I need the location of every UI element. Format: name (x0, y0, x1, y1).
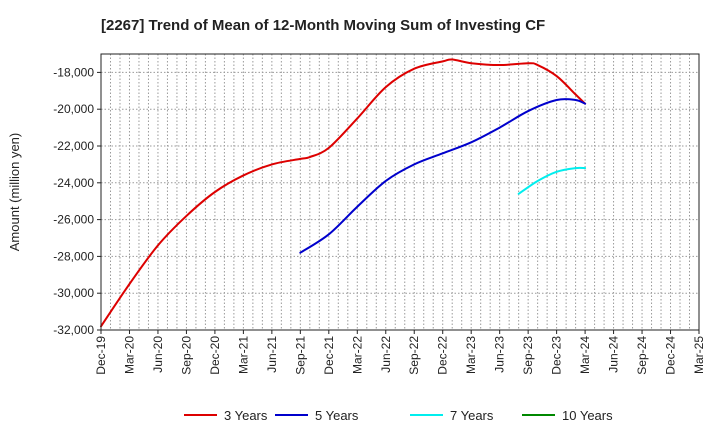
y-tick-label: -26,000 (53, 213, 94, 227)
x-tick-label: Dec-19 (94, 336, 108, 375)
x-tick-label: Dec-24 (664, 336, 678, 375)
plot-area (101, 54, 699, 330)
series-line-3-years (100, 58, 587, 328)
y-tick-label: -18,000 (53, 65, 94, 79)
chart-title: [2267] Trend of Mean of 12-Month Moving … (101, 17, 545, 34)
x-tick-label: Mar-21 (236, 336, 250, 374)
x-tick-label: Dec-20 (208, 336, 222, 375)
x-tick-label: Mar-25 (692, 336, 706, 374)
legend-label-10-years: 10 Years (562, 408, 613, 423)
x-tick-label: Mar-22 (350, 336, 364, 374)
grid-layer (101, 54, 699, 330)
y-tick-label: -30,000 (53, 286, 94, 300)
legend-label-3-years: 3 Years (224, 408, 268, 423)
y-tick-label: -28,000 (53, 249, 94, 263)
series-line-5-years (299, 98, 587, 254)
x-tick-label: Sep-24 (635, 336, 649, 375)
x-tick-label: Dec-23 (550, 336, 564, 375)
y-axis-label: Amount (million yen) (7, 133, 22, 252)
x-tick-label: Jun-22 (379, 336, 393, 373)
y-tick-label: -32,000 (53, 323, 94, 337)
x-tick-label: Sep-23 (521, 336, 535, 375)
x-tick-label: Jun-23 (493, 336, 507, 373)
legend-label-7-years: 7 Years (450, 408, 494, 423)
x-axis-ticks: Dec-19 Mar-20 Jun-20 Sep-20 Dec-20 Mar-21 Jun-… (94, 330, 706, 375)
legend: 3 Years 5 Years 7 Years 10 Years (184, 408, 613, 423)
x-tick-label: Mar-23 (464, 336, 478, 374)
y-tick-label: -24,000 (53, 176, 94, 190)
x-tick-label: Dec-21 (322, 336, 336, 375)
series-line-7-years (517, 166, 587, 195)
y-tick-label: -22,000 (53, 139, 94, 153)
x-tick-label: Mar-20 (122, 336, 136, 374)
x-tick-label: Sep-20 (179, 336, 193, 375)
x-tick-label: Sep-22 (407, 336, 421, 375)
x-tick-label: Jun-24 (607, 336, 621, 373)
y-axis-ticks: -32,000 -30,000 -28,000 -26,000 -24,000 -22,0… (53, 65, 101, 337)
series-layer (100, 58, 587, 328)
y-tick-label: -20,000 (53, 102, 94, 116)
legend-label-5-years: 5 Years (315, 408, 359, 423)
plot-border (100, 53, 700, 331)
x-tick-label: Dec-22 (436, 336, 450, 375)
x-tick-label: Mar-24 (578, 336, 592, 374)
x-tick-label: Jun-21 (265, 336, 279, 373)
x-tick-label: Jun-20 (151, 336, 165, 373)
x-tick-label: Sep-21 (293, 336, 307, 375)
